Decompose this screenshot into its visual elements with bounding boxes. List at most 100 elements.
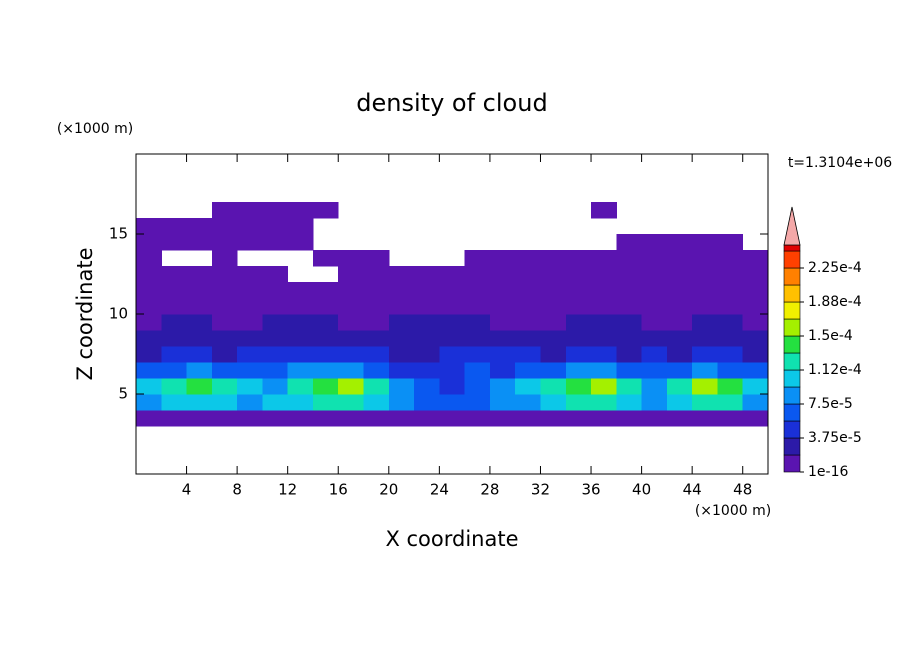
contour-cell [388, 410, 415, 427]
colorbar-swatch [783, 244, 801, 252]
contour-cell [591, 314, 617, 331]
contour-cell [489, 282, 516, 299]
contour-cell [565, 314, 592, 331]
contour-cell [338, 410, 365, 427]
contour-cell [363, 330, 390, 347]
contour-cell [338, 378, 365, 395]
colorbar-tick-label: 7.5e-5 [808, 396, 853, 412]
contour-cell [136, 314, 162, 331]
contour-cell [742, 410, 769, 427]
contour-cell [237, 298, 263, 315]
contour-cell [591, 362, 617, 379]
contour-cell [237, 218, 263, 235]
contour-cell [136, 282, 162, 299]
contour-cell [237, 282, 263, 299]
contour-cell [312, 298, 339, 315]
contour-cell [591, 394, 617, 411]
colorbar-swatch [783, 267, 801, 286]
colorbar-extend [783, 206, 801, 246]
contour-cell [211, 362, 238, 379]
contour-cell [692, 234, 718, 251]
contour-cell [692, 410, 718, 427]
contour-cell [186, 298, 213, 315]
contour-cell [136, 346, 162, 363]
colorbar-swatch [783, 301, 801, 320]
contour-cell [540, 362, 567, 379]
contour-cell [641, 362, 668, 379]
contour-cell [489, 250, 516, 267]
contour-cell [692, 250, 718, 267]
contour-cell [211, 234, 238, 251]
contour-cell [540, 346, 567, 363]
contour-cell [540, 330, 567, 347]
contour-cell [439, 314, 466, 331]
contour-cell [136, 362, 162, 379]
contour-cell [565, 394, 592, 411]
contour-cell [641, 394, 668, 411]
contour-cell [136, 394, 162, 411]
contour-cell [489, 362, 516, 379]
y-tick-label: 15 [109, 225, 128, 243]
contour-cell [161, 298, 188, 315]
contour-cell [641, 266, 668, 283]
contour-cell [262, 362, 289, 379]
contour-cell [591, 266, 617, 283]
contour-cell [464, 330, 491, 347]
contour-cell [742, 362, 769, 379]
contour-cell [388, 346, 415, 363]
contour-cell [742, 282, 769, 299]
contour-cell [666, 266, 693, 283]
contour-cell [136, 378, 162, 395]
contour-cell [641, 250, 668, 267]
colorbar-swatch [783, 284, 801, 303]
contour-cell [464, 362, 491, 379]
contour-cell [414, 346, 440, 363]
contour-cell [666, 234, 693, 251]
contour-cell [616, 378, 643, 395]
contour-cell [515, 314, 541, 331]
contour-cell [717, 250, 744, 267]
x-tick-label: 16 [329, 481, 348, 499]
contour-cell [161, 330, 188, 347]
contour-cell [237, 330, 263, 347]
contour-cell [287, 394, 314, 411]
contour-cell [338, 394, 365, 411]
contour-cell [742, 314, 769, 331]
contour-cell [489, 346, 516, 363]
contour-cell [186, 234, 213, 251]
contour-cell [287, 378, 314, 395]
contour-cell [591, 346, 617, 363]
contour-cell [464, 410, 491, 427]
contour-cell [363, 378, 390, 395]
contour-cell [641, 234, 668, 251]
colorbar-swatch [783, 250, 801, 269]
contour-cell [211, 394, 238, 411]
contour-cell [161, 266, 188, 283]
x-tick-label: 36 [581, 481, 600, 499]
contour-cell [641, 314, 668, 331]
contour-cell [540, 410, 567, 427]
contour-cell [186, 362, 213, 379]
contour-cell [186, 410, 213, 427]
contour-cell [211, 298, 238, 315]
contour-cell [717, 362, 744, 379]
contour-cell [211, 250, 238, 267]
contour-cell [717, 410, 744, 427]
contour-cell [161, 282, 188, 299]
contour-cell [363, 362, 390, 379]
y-tick-label: 10 [109, 305, 128, 323]
colorbar-swatch [783, 386, 801, 405]
contour-cell [312, 250, 339, 267]
contour-cell [161, 218, 188, 235]
contour-cell [186, 282, 213, 299]
contour-cell [565, 250, 592, 267]
contour-cell [161, 362, 188, 379]
contour-cell [540, 378, 567, 395]
contour-cell [414, 266, 440, 283]
contour-cell [262, 202, 289, 219]
contour-cell [388, 394, 415, 411]
contour-cell [136, 330, 162, 347]
contour-cell [464, 346, 491, 363]
contour-cell [363, 282, 390, 299]
